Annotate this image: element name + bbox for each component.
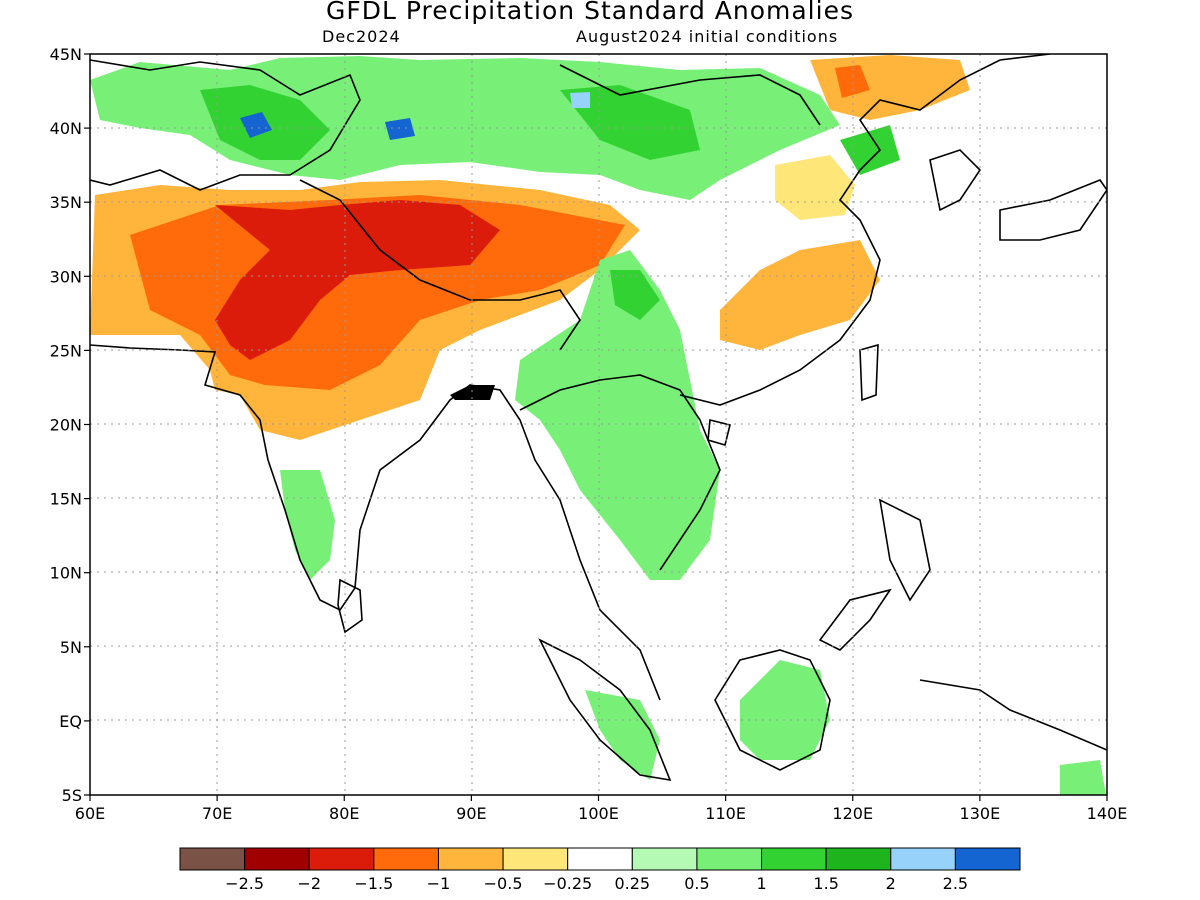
colorbar-swatch: [954, 847, 1021, 871]
colorbar-swatch: [567, 847, 633, 871]
negative-anomaly-korea-strong: [835, 65, 870, 98]
x-tick-label: 140E: [1087, 804, 1128, 823]
x-tick-label: 100E: [578, 804, 619, 823]
strong-positive-anomaly-3: [570, 92, 590, 108]
colorbar-swatch: [244, 847, 310, 871]
gridlines: [90, 54, 1107, 795]
negative-anomaly-tibet-strong: [215, 200, 500, 360]
colorbar-label: −2: [297, 874, 321, 893]
positive-anomaly-borneo: [740, 660, 830, 760]
colorbar: −2.5 −2 −1.5 −1 −0.5 −0.25 0.25 0.5 1 1.5 2 2.5: [179, 847, 1021, 893]
positive-anomaly-india-south: [280, 470, 335, 580]
colorbar-swatch: [179, 847, 246, 871]
anomaly-shading: [90, 55, 1106, 795]
y-tick-label: 30N: [50, 267, 82, 286]
negative-anomaly-east-china: [775, 155, 855, 220]
strong-positive-anomaly-2: [385, 118, 415, 140]
positive-anomaly-north: [90, 56, 840, 200]
colorbar-label: 1: [756, 874, 766, 893]
negative-anomaly-korea: [810, 55, 970, 120]
colorbar-label: 1.5: [813, 874, 838, 893]
colorbar-swatch: [373, 847, 439, 871]
y-tick-label: 45N: [50, 45, 82, 64]
y-tick-label: 20N: [50, 416, 82, 435]
colorbar-label: −1.5: [354, 874, 393, 893]
bangladesh-marker: [450, 385, 495, 400]
x-tick-label: 120E: [832, 804, 873, 823]
positive-anomaly-indochina: [515, 250, 720, 580]
y-tick-label: EQ: [59, 712, 82, 731]
y-tick-label: 5N: [60, 638, 82, 657]
initial-conditions: August2024 initial conditions: [576, 27, 839, 46]
colorbar-swatch: [631, 847, 698, 871]
colorbar-swatch: [696, 847, 763, 871]
positive-anomaly-east-strong: [840, 125, 900, 175]
colorbar-swatch: [761, 847, 827, 871]
y-tick-label: 10N: [50, 564, 82, 583]
positive-anomaly-north-strong2: [560, 85, 700, 160]
y-tick-label: 25N: [50, 341, 82, 360]
colorbar-label: 0.25: [614, 874, 650, 893]
x-tick-label: 110E: [705, 804, 746, 823]
colorbar-swatch: [308, 847, 375, 871]
colorbar-label: −0.5: [484, 874, 523, 893]
colorbar-swatch: [502, 847, 569, 871]
positive-anomaly-sulawesi: [1060, 760, 1106, 795]
y-tick-label: 40N: [50, 119, 82, 138]
colorbar-label: −2.5: [225, 874, 264, 893]
longitude-axis: 60E 70E 80E 90E 100E 110E 120E 130E 140E: [75, 795, 1128, 823]
positive-anomaly-sumatra: [585, 690, 660, 780]
strong-positive-anomaly-1: [240, 112, 272, 138]
positive-anomaly-indochina-strong: [610, 270, 660, 320]
colorbar-swatch: [825, 847, 892, 871]
colorbar-label: 2.5: [943, 874, 968, 893]
y-tick-label: 15N: [50, 490, 82, 509]
x-tick-label: 130E: [960, 804, 1001, 823]
colorbar-label: −1: [427, 874, 451, 893]
chart-title: GFDL Precipitation Standard Anomalies: [326, 0, 854, 25]
coastlines: [90, 54, 1107, 782]
y-tick-label: 35N: [50, 193, 82, 212]
colorbar-label: 0.5: [684, 874, 709, 893]
forecast-month: Dec2024: [322, 27, 401, 46]
colorbar-label: −0.25: [543, 874, 592, 893]
colorbar-swatch: [890, 847, 956, 871]
x-tick-label: 70E: [202, 804, 232, 823]
x-tick-label: 80E: [329, 804, 359, 823]
y-tick-label: 5S: [62, 786, 82, 805]
colorbar-swatch: [437, 847, 504, 871]
x-tick-label: 90E: [456, 804, 486, 823]
colorbar-label: 2: [886, 874, 896, 893]
x-tick-label: 60E: [75, 804, 105, 823]
negative-anomaly-south-china: [720, 240, 880, 350]
latitude-axis: 45N 40N 35N 30N 25N 20N 15N 10N 5N EQ 5S: [50, 45, 90, 805]
